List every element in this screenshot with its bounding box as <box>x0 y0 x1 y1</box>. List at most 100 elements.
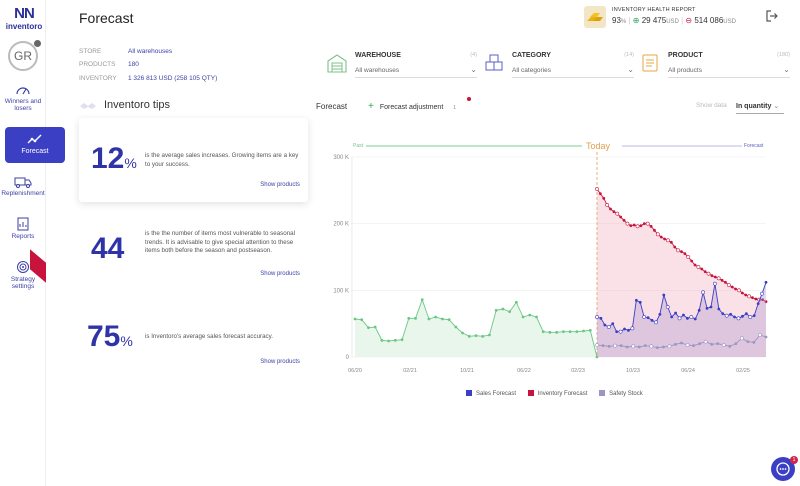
history-point <box>548 330 552 334</box>
sidebar-item-replenishment[interactable]: Replenishment <box>0 176 46 197</box>
sidebar-item-forecast[interactable]: Forecast <box>5 127 65 163</box>
sales-forecast-point <box>630 326 635 331</box>
history-point <box>400 338 404 342</box>
inventory-forecast-point <box>598 192 602 196</box>
safety-stock-point <box>680 341 683 345</box>
sales-forecast-point <box>595 315 599 319</box>
sales-forecast-point <box>623 327 626 331</box>
filter-value: All products <box>668 67 702 74</box>
handshake-icon <box>80 103 96 109</box>
forecast-adjustment-button[interactable]: + Forecast adjustment 1 <box>368 101 456 112</box>
history-point <box>521 315 525 319</box>
filter-label: WAREHOUSE <box>355 52 401 59</box>
store-row: STORE All warehouses <box>79 48 172 55</box>
inventory-forecast-point <box>696 265 701 269</box>
inventory-forecast-point <box>724 280 727 284</box>
legend-item-sales-forecast[interactable]: Sales Forecast <box>466 390 516 397</box>
sidebar-item-strategy-settings[interactable]: Strategy settings <box>0 260 46 290</box>
show-products-link[interactable]: Show products <box>260 359 300 365</box>
history-point <box>454 325 458 329</box>
avatar[interactable]: GR <box>8 41 38 71</box>
down-value: 514 086 <box>694 16 724 25</box>
sales-forecast-point <box>717 307 721 311</box>
safety-stock-point <box>643 344 647 348</box>
quantity-select[interactable]: In quantity ⌄ <box>736 103 780 110</box>
history-line <box>354 298 598 358</box>
product-icon <box>642 54 658 72</box>
chart-title: Forecast <box>316 102 348 111</box>
history-point <box>407 316 411 320</box>
sales-forecast-point <box>709 305 713 309</box>
sales-forecast-point <box>729 312 733 316</box>
category-filter[interactable]: CATEGORY (14) All categories ⌄ <box>484 50 634 80</box>
inventory-forecast-point <box>629 224 633 228</box>
show-products-link[interactable]: Show products <box>260 182 300 188</box>
filter-underline <box>668 77 790 78</box>
inventory-forecast-point <box>726 283 731 287</box>
history-point <box>447 318 451 322</box>
inventory-forecast-point <box>690 259 694 263</box>
logout-icon[interactable] <box>766 10 778 22</box>
notification-dot <box>467 97 471 101</box>
inventory-forecast-point <box>703 270 707 274</box>
inventory-forecast-point <box>713 275 717 279</box>
inventory-forecast-point <box>744 293 748 297</box>
inventory-forecast-point <box>676 248 681 253</box>
inventory-health-report[interactable]: INVENTORY HEALTH REPORT 93% | ⊕ 29 475US… <box>584 6 756 30</box>
history-point <box>508 310 512 314</box>
inventory-forecast-point <box>669 240 673 244</box>
warehouse-filter[interactable]: WAREHOUSE (4) All warehouses ⌄ <box>327 50 477 80</box>
logo[interactable]: NN inventoro <box>4 5 44 31</box>
history-point <box>528 313 532 317</box>
safety-stock-point <box>607 344 611 348</box>
inventory-forecast-point <box>683 252 687 256</box>
history-area <box>355 299 597 357</box>
page-title: Forecast <box>79 10 134 26</box>
show-products-link[interactable]: Show products <box>260 271 300 277</box>
safety-stock-point <box>661 345 665 349</box>
inventory-forecast-point <box>751 296 754 300</box>
chart-legend: Sales Forecast Inventory Forecast Safety… <box>466 390 653 397</box>
products-value: 180 <box>128 61 139 68</box>
sales-forecast-point <box>634 298 638 302</box>
history-point <box>360 318 364 322</box>
sidebar-item-reports[interactable]: Reports <box>0 217 46 240</box>
inventory-forecast-point <box>666 238 670 243</box>
history-point <box>427 317 431 321</box>
inventory-forecast-point <box>706 271 711 276</box>
sidebar-item-winners-and-losers[interactable]: Winners and losers <box>0 84 46 112</box>
tip-text: is the the number of items most vulnerab… <box>145 230 295 255</box>
inventory-forecast-point <box>602 196 606 200</box>
filter-label: CATEGORY <box>512 52 551 59</box>
history-point <box>420 298 424 302</box>
gold-bars-icon <box>584 6 606 28</box>
inventory-forecast-point <box>710 274 714 278</box>
inventory-forecast-point <box>605 203 610 207</box>
sales-forecast-point <box>697 308 701 312</box>
sales-forecast-point <box>744 312 748 316</box>
legend-item-inventory-forecast[interactable]: Inventory Forecast <box>527 390 587 397</box>
sales-forecast-point <box>665 305 670 309</box>
sales-forecast-point <box>705 306 709 310</box>
product-filter[interactable]: PRODUCT (180) All products ⌄ <box>640 50 790 80</box>
inventory-forecast-point <box>639 224 643 228</box>
store-value[interactable]: All warehouses <box>128 48 173 55</box>
chat-icon <box>776 462 790 476</box>
inventory-forecast-point <box>612 210 616 214</box>
category-icon <box>485 54 503 71</box>
history-point <box>555 330 559 334</box>
speedometer-icon <box>16 87 30 95</box>
today-label: Today <box>586 141 611 151</box>
inventory-forecast-point <box>619 215 623 219</box>
sales-forecast-point <box>760 291 764 296</box>
inventory-forecast-point <box>622 218 626 222</box>
strategy-icon <box>17 261 29 273</box>
show-data-toggle[interactable]: Show data <box>696 102 727 109</box>
history-point <box>414 316 417 320</box>
history-point <box>541 330 545 334</box>
tip-text: is Inventoro's average sales forecast ac… <box>145 333 273 340</box>
legend-item-safety-stock[interactable]: Safety Stock <box>599 390 643 397</box>
sales-forecast-point <box>689 315 694 319</box>
history-point <box>434 315 438 319</box>
inventory-forecast-area <box>597 189 766 357</box>
